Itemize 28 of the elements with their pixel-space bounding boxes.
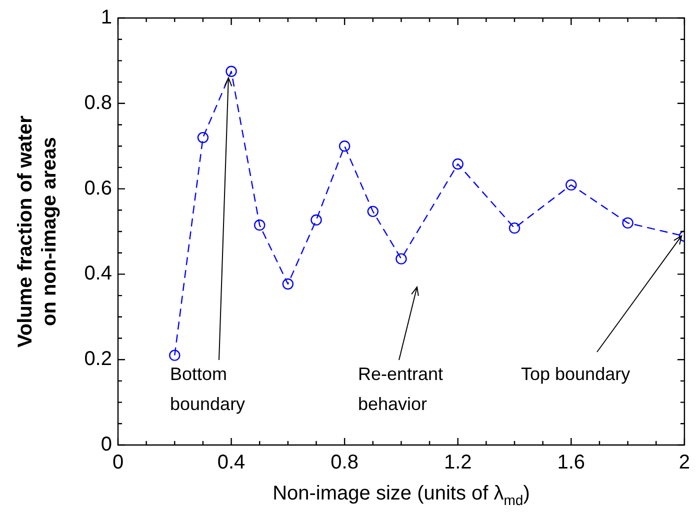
point	[254, 219, 266, 231]
annotation: Bottom boundary	[170, 364, 246, 414]
annotation: Re-entrant behavior	[358, 364, 444, 414]
y-tick-label: 0	[100, 434, 112, 456]
y-tick-label: 0.4	[84, 262, 112, 285]
x-tick-label: 2	[678, 452, 690, 474]
point	[396, 253, 407, 264]
point	[452, 158, 464, 170]
x-tick-label: 0.4	[217, 452, 246, 474]
y-tick-label: 0.6	[84, 177, 112, 200]
point	[338, 140, 350, 152]
point	[310, 214, 322, 226]
point	[197, 132, 209, 144]
y-axis-title: Volume fraction of water on non-image areas	[14, 115, 61, 348]
point	[566, 179, 577, 191]
y-tick-label: 0.2	[84, 348, 112, 370]
point	[282, 278, 294, 290]
point	[367, 206, 378, 218]
point	[622, 217, 634, 229]
point	[169, 350, 180, 361]
point	[226, 66, 237, 77]
y-tick-label: 0.8	[84, 92, 112, 114]
annotation: Top boundary	[521, 364, 630, 384]
x-tick-label: 1.6	[557, 452, 586, 474]
point	[508, 222, 520, 234]
y-tick-label: 1	[100, 6, 112, 29]
x-tick-label: 1.2	[444, 452, 472, 474]
x-tick-label: 0.8	[330, 452, 358, 474]
